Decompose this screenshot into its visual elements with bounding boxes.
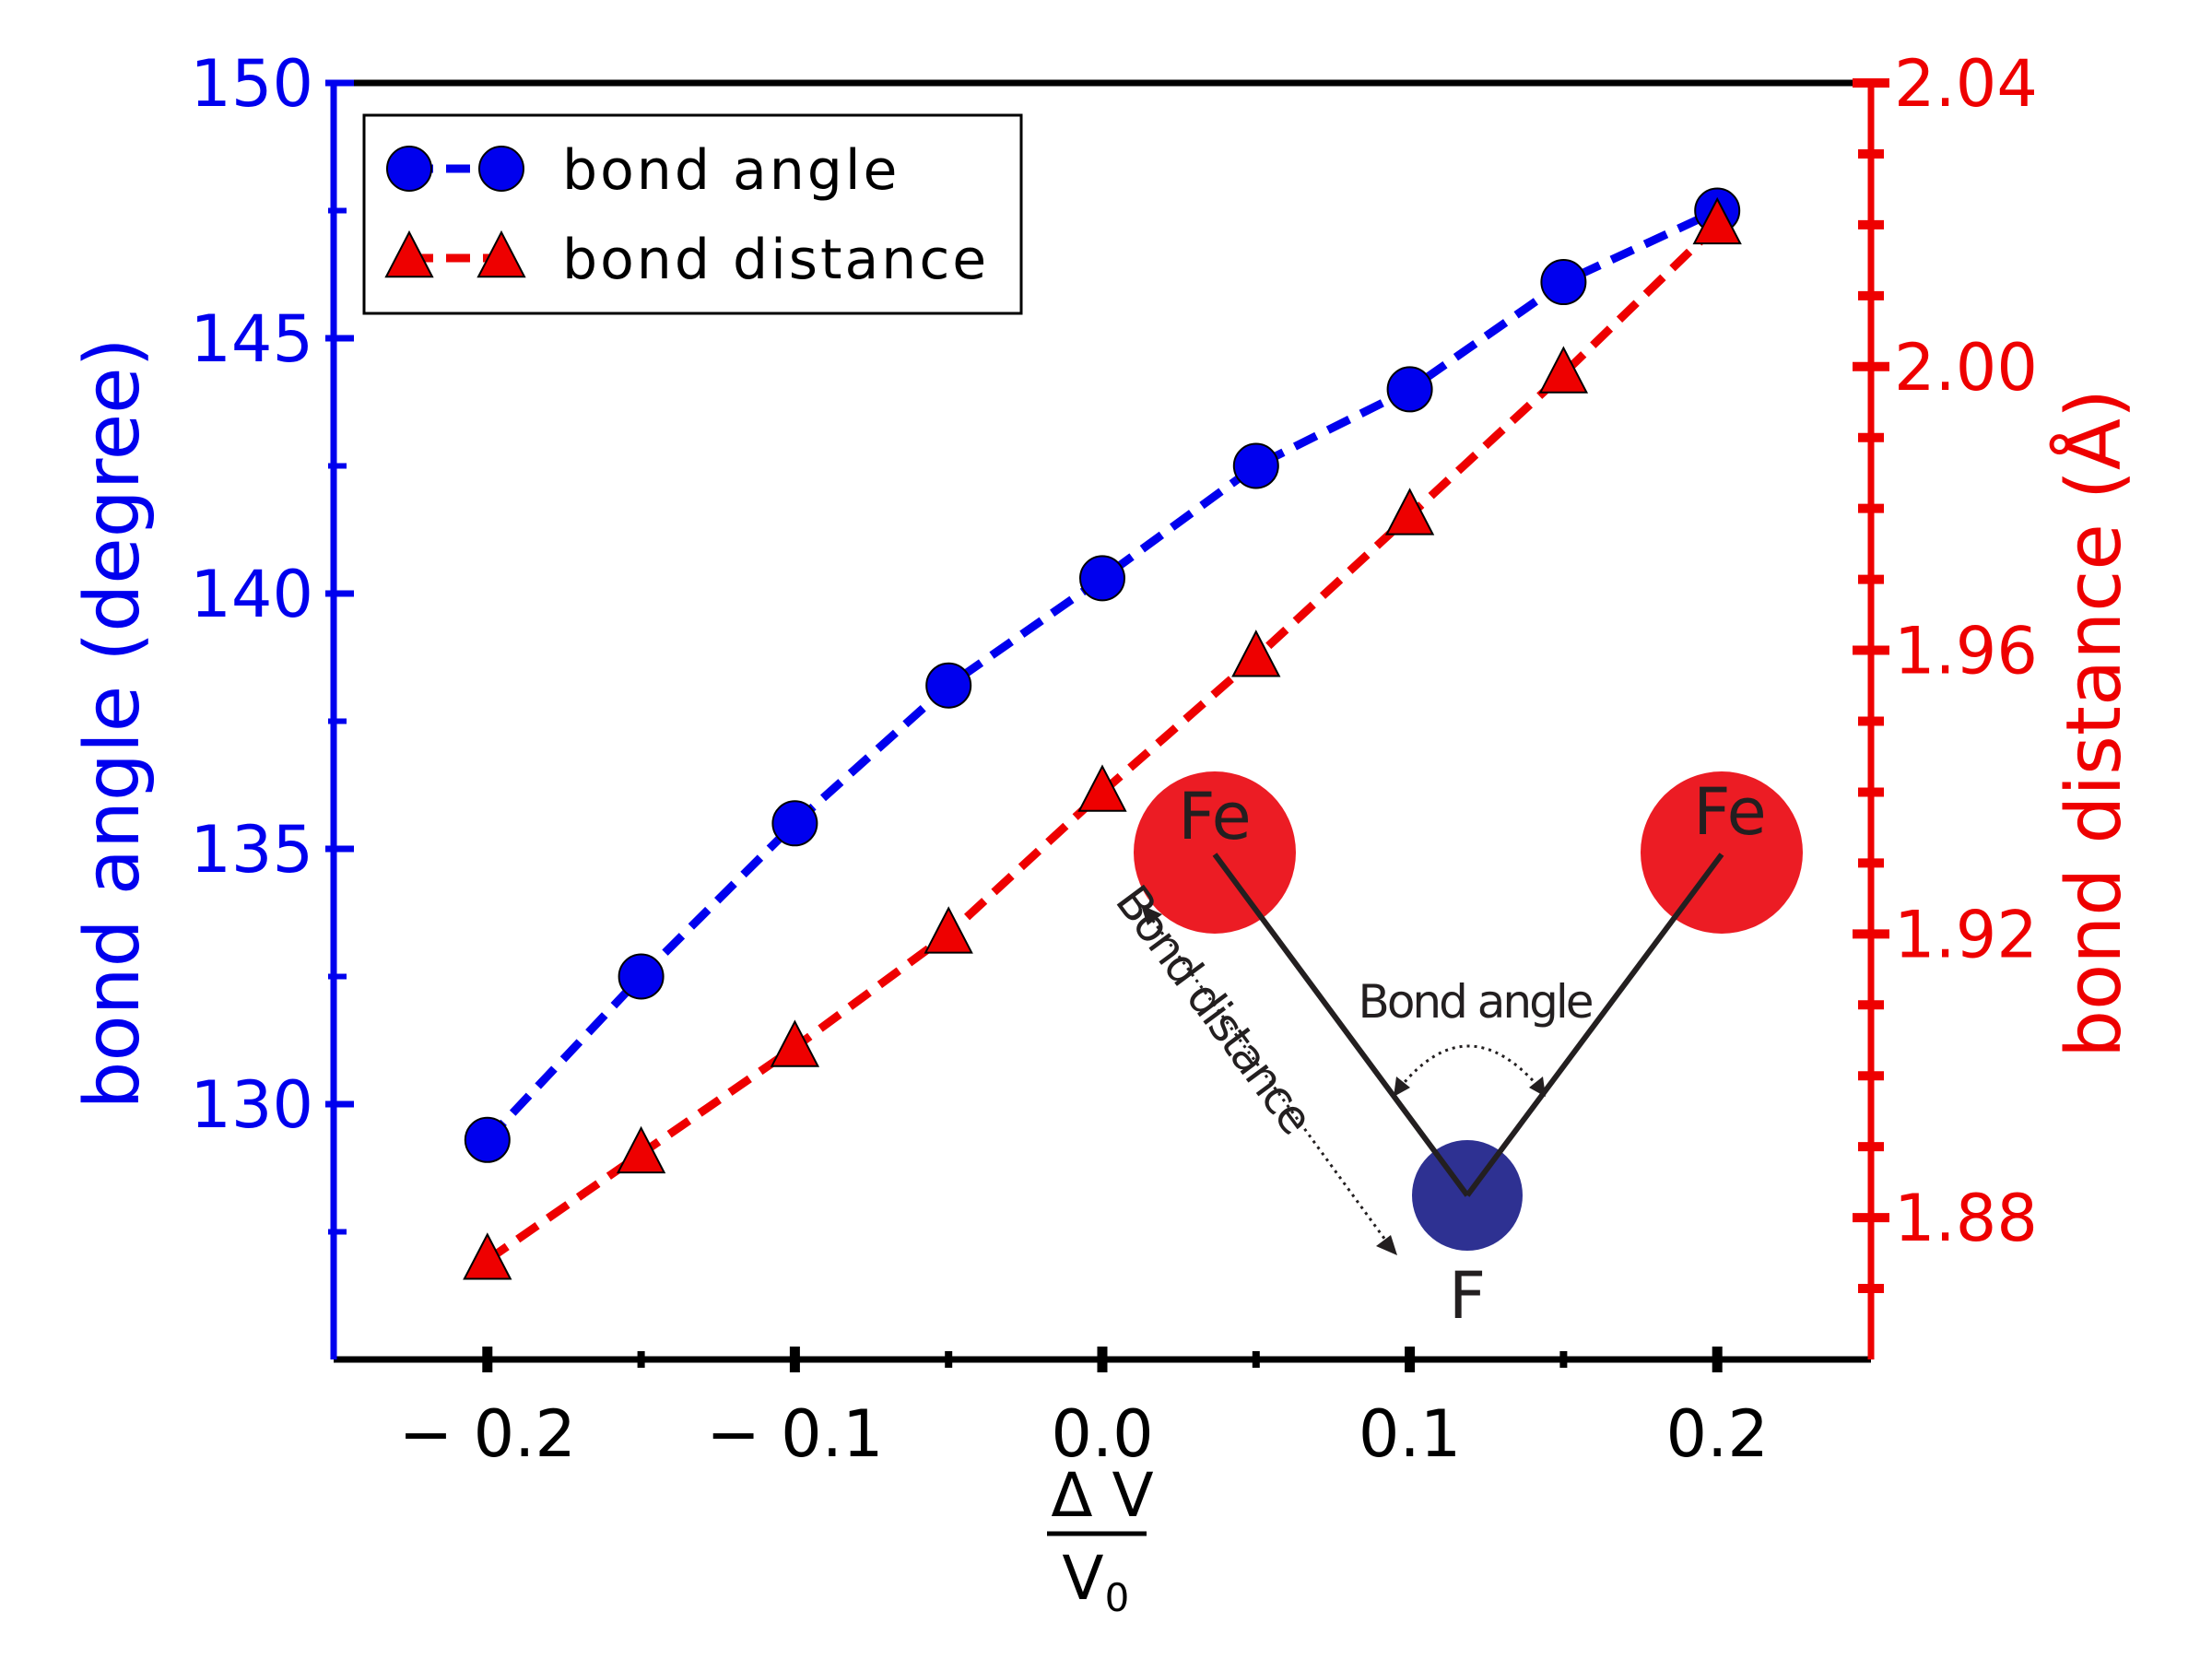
bond-angle-point xyxy=(1540,259,1587,306)
bond-distance-point xyxy=(770,1019,820,1067)
x-axis-label: Δ V V 0 xyxy=(1047,1460,1154,1620)
bond-angle-point xyxy=(1232,442,1279,489)
right-axis-label: bond distance (Å) xyxy=(2050,389,2138,1058)
bond-distance-point xyxy=(1384,488,1435,535)
x-axis-label-numerator: Δ V xyxy=(1051,1460,1153,1531)
x-axis-tick-labels: − 0.2 − 0.1 0.0 0.1 0.2 xyxy=(399,1396,1769,1472)
right-tick-label: 1.88 xyxy=(1894,1181,2038,1256)
x-axis-label-subscript: 0 xyxy=(1105,1575,1130,1620)
bond-distance-point xyxy=(1231,629,1281,677)
bond-distance-point xyxy=(1692,196,1742,245)
left-tick-label: 150 xyxy=(190,46,313,122)
f-atom-label: F xyxy=(1449,1258,1486,1334)
bond-angle-point xyxy=(618,953,665,1000)
left-tick-label: 135 xyxy=(190,812,313,888)
inset-molecule-diagram: Fe Fe F Bond angle Bond distance xyxy=(1105,771,1803,1334)
right-tick-label: 2.00 xyxy=(1894,330,2038,406)
right-axis-ticks xyxy=(1853,78,1889,1294)
bond-distance-arrowhead-top xyxy=(1141,905,1162,925)
right-axis-tick-labels: 1.88 1.92 1.96 2.00 2.04 xyxy=(1894,46,2038,1256)
left-axis-tick-labels: 130 135 140 145 150 xyxy=(190,46,313,1143)
right-tick-label: 1.92 xyxy=(1894,897,2038,972)
x-tick-label: − 0.2 xyxy=(399,1396,576,1472)
left-axis-ticks xyxy=(325,79,354,1235)
legend-box xyxy=(362,113,1023,315)
legend: bond angle bond distance xyxy=(362,113,1023,315)
legend-bond-distance-label: bond distance xyxy=(562,228,989,292)
right-tick-label: 1.96 xyxy=(1894,614,2038,689)
x-axis-label-denominator: V xyxy=(1062,1543,1103,1614)
left-tick-label: 130 xyxy=(190,1067,313,1143)
bond-left xyxy=(1212,853,1470,1197)
bond-angle-point xyxy=(1386,366,1433,413)
bond-distance-point xyxy=(924,906,973,954)
fe-atom-left-label: Fe xyxy=(1178,779,1252,854)
fe-atom-right xyxy=(1641,771,1803,934)
bond-right xyxy=(1465,853,1724,1197)
legend-bond-angle-marker xyxy=(386,146,432,192)
legend-bond-distance-marker xyxy=(477,229,526,278)
bond-angle-point xyxy=(1079,555,1125,602)
bond-distance-point xyxy=(463,1232,512,1280)
legend-bond-distance-marker xyxy=(384,229,434,278)
bond-angle-arc xyxy=(1398,1044,1541,1088)
bond-angle-point xyxy=(925,662,972,709)
x-axis-ticks xyxy=(482,1347,1723,1372)
bond-distance-point xyxy=(616,1125,666,1174)
fe-atom-right-label: Fe xyxy=(1693,774,1767,850)
bond-angle-arrowhead-right xyxy=(1529,1077,1546,1097)
bond-angle-point xyxy=(771,800,818,847)
legend-bond-angle-label: bond angle xyxy=(562,138,900,203)
x-tick-label: 0.2 xyxy=(1666,1396,1769,1472)
left-axis-label: bond angle (degree) xyxy=(69,337,157,1109)
bond-angle-line xyxy=(484,206,1720,1143)
bond-distance-point xyxy=(1538,346,1589,394)
left-tick-label: 140 xyxy=(190,557,313,632)
bond-angle-label: Bond angle xyxy=(1359,975,1593,1029)
bond-distance-point xyxy=(1077,764,1127,812)
bond-distance-arrowhead-bottom xyxy=(1376,1235,1397,1255)
x-tick-label: 0.0 xyxy=(1051,1396,1153,1472)
x-tick-label: − 0.1 xyxy=(706,1396,883,1472)
bond-angle-arrowhead-left xyxy=(1394,1077,1410,1097)
bond-angle-point xyxy=(464,1116,511,1163)
left-tick-label: 145 xyxy=(190,301,313,377)
right-tick-label: 2.04 xyxy=(1894,46,2038,122)
bond-distance-arrow-line xyxy=(1147,913,1392,1247)
series-layer xyxy=(463,187,1742,1280)
fe-atom-left xyxy=(1134,771,1296,934)
x-tick-label: 0.1 xyxy=(1359,1396,1461,1472)
legend-bond-angle-marker xyxy=(478,146,524,192)
